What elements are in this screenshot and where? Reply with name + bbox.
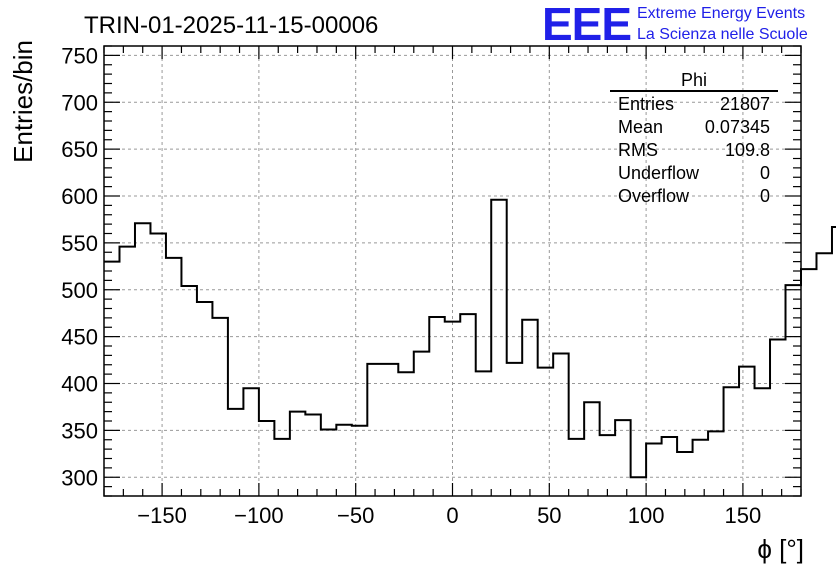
y-tick-label: 650 bbox=[61, 137, 98, 162]
y-tick-labels: 300 350 400 450 500 550 600 650 700 750 bbox=[61, 43, 98, 490]
x-tick-labels: −150 −100 −50 0 50 100 150 bbox=[137, 503, 761, 528]
stats-value: 21807 bbox=[720, 94, 770, 114]
stats-value: 109.8 bbox=[725, 140, 770, 160]
y-tick-label: 400 bbox=[61, 372, 98, 397]
grid-lines bbox=[104, 46, 801, 496]
stats-box: Phi Entries 21807 Mean 0.07345 RMS 109.8 Under… bbox=[610, 70, 778, 206]
stats-value: 0.07345 bbox=[705, 117, 770, 137]
y-axis-label: Entries/bin bbox=[8, 40, 38, 163]
x-tick-label: −100 bbox=[234, 503, 284, 528]
stats-rows: Entries 21807 Mean 0.07345 RMS 109.8 Underflow… bbox=[618, 94, 770, 206]
y-tick-label: 750 bbox=[61, 43, 98, 68]
x-tick-label: 50 bbox=[537, 503, 561, 528]
logo-line-2: La Scienza nelle Scuole bbox=[637, 26, 808, 43]
stats-label: Overflow bbox=[618, 186, 690, 206]
stats-label: RMS bbox=[618, 140, 658, 160]
y-tick-label: 300 bbox=[61, 465, 98, 490]
y-tick-label: 500 bbox=[61, 278, 98, 303]
x-tick-label: −50 bbox=[337, 503, 374, 528]
y-tick-label: 600 bbox=[61, 184, 98, 209]
stats-value: 0 bbox=[760, 163, 770, 183]
histogram-step-line bbox=[104, 198, 836, 479]
y-tick-label: 700 bbox=[61, 90, 98, 115]
stats-label: Underflow bbox=[618, 163, 700, 183]
eee-logo: EEE Extreme Energy Events La Scienza nel… bbox=[542, 0, 808, 50]
x-axis-label: ϕ [°] bbox=[757, 534, 804, 564]
logo-eee: EEE bbox=[542, 0, 631, 50]
y-tick-label: 550 bbox=[61, 231, 98, 256]
x-tick-label: 150 bbox=[725, 503, 762, 528]
stats-label: Mean bbox=[618, 117, 663, 137]
y-tick-label: 350 bbox=[61, 418, 98, 443]
y-tick-label: 450 bbox=[61, 325, 98, 350]
axis-ticks bbox=[103, 45, 802, 497]
logo-line-1: Extreme Energy Events bbox=[637, 5, 805, 22]
stats-label: Entries bbox=[618, 94, 674, 114]
stats-value: 0 bbox=[760, 186, 770, 206]
chart-title: TRIN-01-2025-11-15-00006 bbox=[84, 12, 378, 39]
x-tick-label: 0 bbox=[446, 503, 458, 528]
x-tick-label: −150 bbox=[137, 503, 187, 528]
x-tick-label: 100 bbox=[628, 503, 665, 528]
stats-title: Phi bbox=[681, 70, 707, 90]
